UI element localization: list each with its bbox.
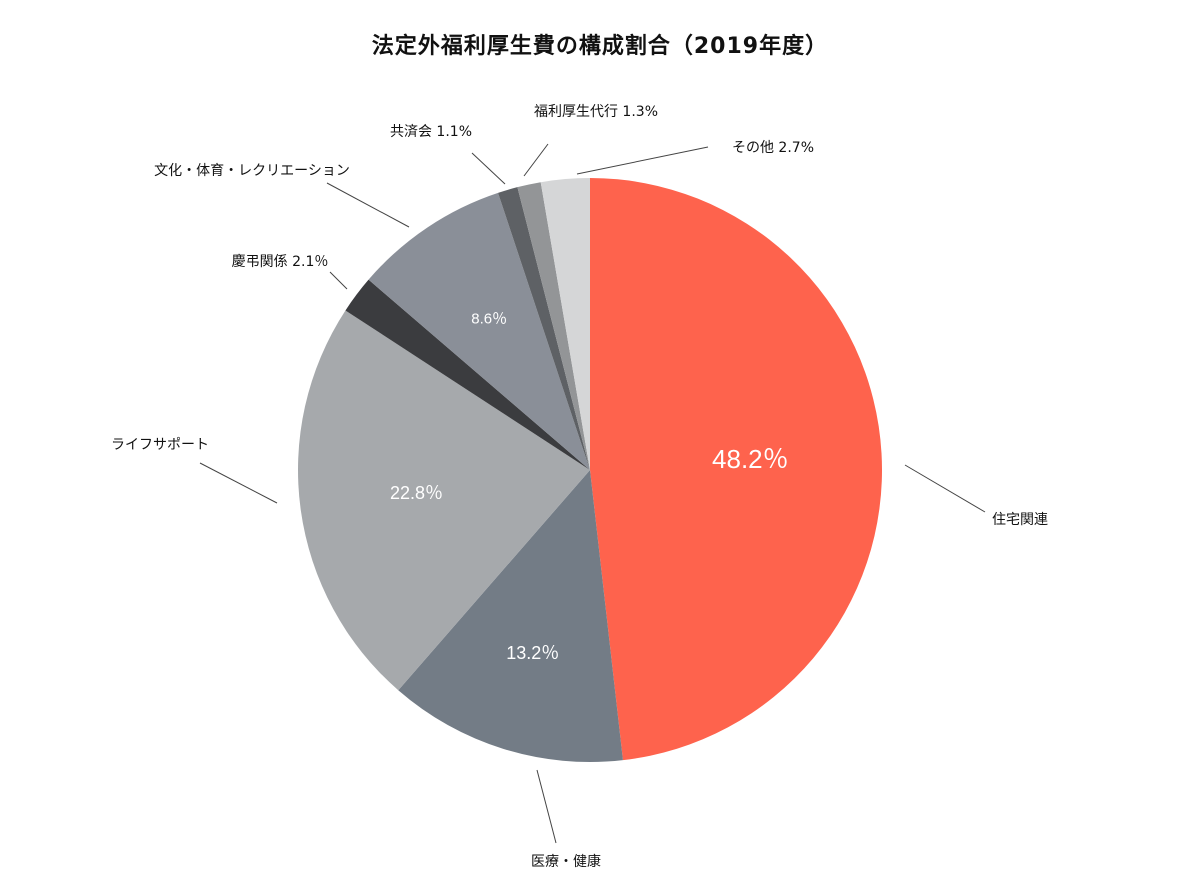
leader-lines [199,143,986,844]
chart-title: 法定外福利厚生費の構成割合（2019年度） [371,34,829,59]
leader-line-agency [523,143,549,177]
outside-label-housing: 住宅関連 [992,512,1048,528]
inside-label-culture: 8.6％ [471,311,507,328]
outside-label-other: その他 2.7% [732,140,814,156]
outside-label-mutual: 共済会 1.1% [390,124,472,140]
pie-slice-housing [590,178,882,761]
pie-slice-other [540,178,590,470]
pie-slice-culture [368,192,590,470]
inside-label-medical: 13.2％ [506,643,559,663]
leader-line-culture [326,182,410,228]
outside-label-agency: 福利厚生代行 1.3% [534,104,658,120]
outside-label-ceremony: 慶弔関係 2.1％ [232,254,329,270]
leader-line-life [199,462,278,504]
pie-slices [298,178,882,763]
inside-labels: 48.2％ 13.2％ 22.8％ 8.6％ [390,311,789,663]
pie-slice-mutual [498,187,590,471]
outside-label-culture: 文化・体育・レクリエーション [154,163,350,179]
inside-label-housing: 48.2％ [712,444,789,474]
pie-slice-agency [517,182,590,470]
leader-line-mutual [471,152,506,185]
outside-label-medical: 医療・健康 [531,853,601,870]
pie-slice-ceremony [345,279,590,470]
leader-line-ceremony [329,271,348,290]
inside-label-life: 22.8％ [390,483,443,503]
pie-slice-life [298,310,590,691]
leader-line-housing [904,464,986,513]
pie-slice-medical [398,470,623,763]
leader-line-other [576,146,709,175]
outside-label-life: ライフサポート [111,437,209,453]
leader-line-medical [536,769,557,844]
